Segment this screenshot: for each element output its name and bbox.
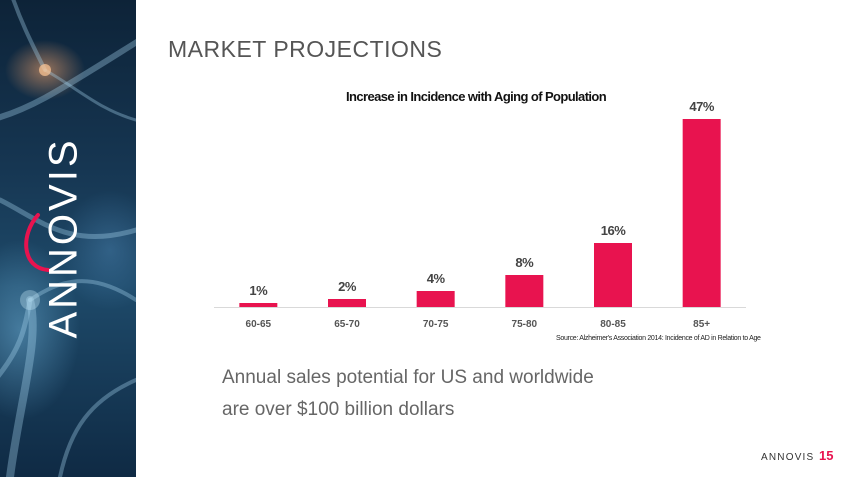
data-label-75-80: 8% (515, 255, 534, 270)
data-label-85+: 47% (689, 99, 714, 114)
tick-label-75-80: 75-80 (512, 319, 538, 330)
page-title: MARKET PROJECTIONS (168, 36, 443, 62)
tick-label-70-75: 70-75 (423, 319, 449, 330)
bar-80-85 (594, 243, 632, 307)
data-label-80-85: 16% (601, 223, 626, 238)
data-label-60-65: 1% (249, 283, 268, 298)
tagline-line-1: Annual sales potential for US and worldw… (222, 367, 594, 388)
tagline: Annual sales potential for US and worldw… (222, 362, 594, 426)
chart-title: Increase in Incidence with Aging of Popu… (346, 89, 607, 104)
footer-brand: ANNOVIS (761, 452, 815, 463)
data-label-70-75: 4% (427, 271, 446, 286)
bar-70-75 (416, 291, 455, 307)
bar-65-70 (328, 299, 366, 307)
bar-75-80 (505, 275, 544, 307)
bar-60-65 (239, 303, 278, 307)
neuron-background-art (0, 0, 136, 477)
page-number: 15 (819, 448, 834, 463)
tick-label-60-65: 60-65 (246, 319, 272, 330)
tick-label-80-85: 80-85 (600, 319, 626, 330)
data-label-65-70: 2% (338, 279, 357, 294)
bar-85+ (682, 119, 721, 307)
sidebar-neuron-image: ANNOVIS (0, 0, 136, 477)
tick-label-85+: 85+ (693, 319, 710, 330)
tagline-line-2: are over $100 billion dollars (222, 399, 455, 420)
tick-label-65-70: 65-70 (334, 319, 360, 330)
logo-swoosh (24, 213, 50, 272)
chart-source: Source: Alzheimer's Association 2014: In… (556, 335, 761, 342)
